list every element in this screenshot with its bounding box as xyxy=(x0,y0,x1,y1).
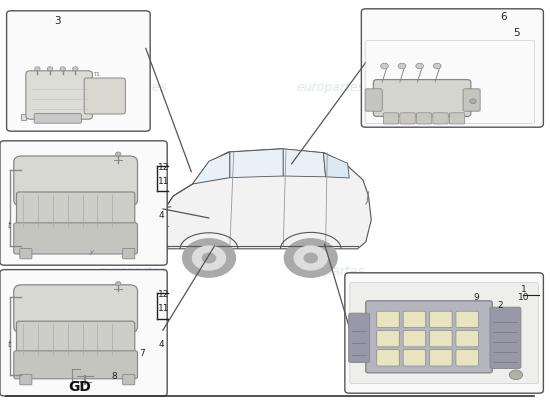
Text: 9: 9 xyxy=(473,293,478,302)
FancyBboxPatch shape xyxy=(383,113,399,124)
Polygon shape xyxy=(283,149,326,177)
Circle shape xyxy=(60,67,65,71)
FancyBboxPatch shape xyxy=(377,311,399,328)
Text: t: t xyxy=(7,221,10,230)
FancyBboxPatch shape xyxy=(377,350,399,366)
FancyBboxPatch shape xyxy=(365,89,382,111)
FancyBboxPatch shape xyxy=(345,273,543,393)
Circle shape xyxy=(202,253,216,263)
FancyBboxPatch shape xyxy=(463,89,480,111)
Text: t: t xyxy=(7,340,10,349)
Text: 6: 6 xyxy=(500,12,507,22)
FancyBboxPatch shape xyxy=(350,282,538,384)
FancyBboxPatch shape xyxy=(349,313,370,362)
Text: GD: GD xyxy=(68,380,91,394)
Circle shape xyxy=(183,239,235,277)
Text: europartes: europartes xyxy=(98,82,166,94)
Circle shape xyxy=(433,63,441,69)
Text: 11: 11 xyxy=(158,177,170,186)
Circle shape xyxy=(509,370,522,380)
Polygon shape xyxy=(230,149,283,178)
FancyBboxPatch shape xyxy=(361,9,543,127)
FancyBboxPatch shape xyxy=(490,307,521,368)
Polygon shape xyxy=(21,114,26,120)
FancyBboxPatch shape xyxy=(123,374,135,385)
Text: 1: 1 xyxy=(521,285,526,294)
FancyBboxPatch shape xyxy=(373,80,471,116)
Circle shape xyxy=(116,152,121,156)
Text: T1: T1 xyxy=(93,72,100,77)
Text: europartes: europartes xyxy=(98,266,166,278)
FancyBboxPatch shape xyxy=(403,330,426,347)
FancyBboxPatch shape xyxy=(20,248,32,259)
FancyBboxPatch shape xyxy=(456,330,478,347)
Text: 5: 5 xyxy=(514,28,520,38)
Circle shape xyxy=(416,63,424,69)
Polygon shape xyxy=(162,149,371,249)
FancyBboxPatch shape xyxy=(0,270,167,396)
Circle shape xyxy=(381,63,388,69)
FancyBboxPatch shape xyxy=(14,223,138,254)
Text: 11: 11 xyxy=(158,304,170,313)
Circle shape xyxy=(47,67,53,71)
FancyBboxPatch shape xyxy=(403,311,426,328)
FancyBboxPatch shape xyxy=(377,330,399,347)
Text: 8: 8 xyxy=(112,372,117,381)
Text: y: y xyxy=(90,249,94,255)
FancyBboxPatch shape xyxy=(34,114,81,123)
Polygon shape xyxy=(323,153,349,178)
FancyBboxPatch shape xyxy=(430,330,452,347)
FancyBboxPatch shape xyxy=(84,78,125,114)
Circle shape xyxy=(398,63,406,69)
Circle shape xyxy=(35,67,40,71)
Text: 3: 3 xyxy=(54,16,61,26)
FancyBboxPatch shape xyxy=(416,113,432,124)
Circle shape xyxy=(284,239,337,277)
FancyBboxPatch shape xyxy=(456,311,478,328)
Text: 12: 12 xyxy=(158,290,170,299)
FancyBboxPatch shape xyxy=(20,374,32,385)
Circle shape xyxy=(294,246,327,270)
Text: europartes: europartes xyxy=(296,174,364,186)
FancyBboxPatch shape xyxy=(16,192,135,230)
FancyBboxPatch shape xyxy=(449,113,465,124)
Text: 2: 2 xyxy=(498,301,503,310)
Text: europartes: europartes xyxy=(296,266,364,278)
FancyBboxPatch shape xyxy=(14,351,138,379)
Circle shape xyxy=(116,282,121,286)
Text: 4: 4 xyxy=(158,340,164,349)
FancyBboxPatch shape xyxy=(26,71,92,119)
FancyBboxPatch shape xyxy=(14,156,138,206)
Text: europartes: europartes xyxy=(296,82,364,94)
FancyBboxPatch shape xyxy=(16,321,135,358)
Circle shape xyxy=(192,246,226,270)
FancyBboxPatch shape xyxy=(403,350,426,366)
Text: europartes: europartes xyxy=(98,174,166,186)
Circle shape xyxy=(304,253,317,263)
FancyBboxPatch shape xyxy=(433,113,448,124)
Text: 10: 10 xyxy=(518,293,529,302)
Polygon shape xyxy=(192,152,230,184)
FancyBboxPatch shape xyxy=(123,248,135,259)
Circle shape xyxy=(73,67,78,71)
Circle shape xyxy=(470,99,476,104)
FancyBboxPatch shape xyxy=(366,301,492,373)
FancyBboxPatch shape xyxy=(7,11,150,131)
FancyBboxPatch shape xyxy=(430,350,452,366)
FancyBboxPatch shape xyxy=(14,285,138,333)
FancyBboxPatch shape xyxy=(456,350,478,366)
Text: 12: 12 xyxy=(158,163,170,172)
FancyBboxPatch shape xyxy=(0,141,167,265)
FancyBboxPatch shape xyxy=(430,311,452,328)
Text: 7: 7 xyxy=(139,349,145,358)
FancyBboxPatch shape xyxy=(400,113,415,124)
Text: 4: 4 xyxy=(158,211,164,220)
